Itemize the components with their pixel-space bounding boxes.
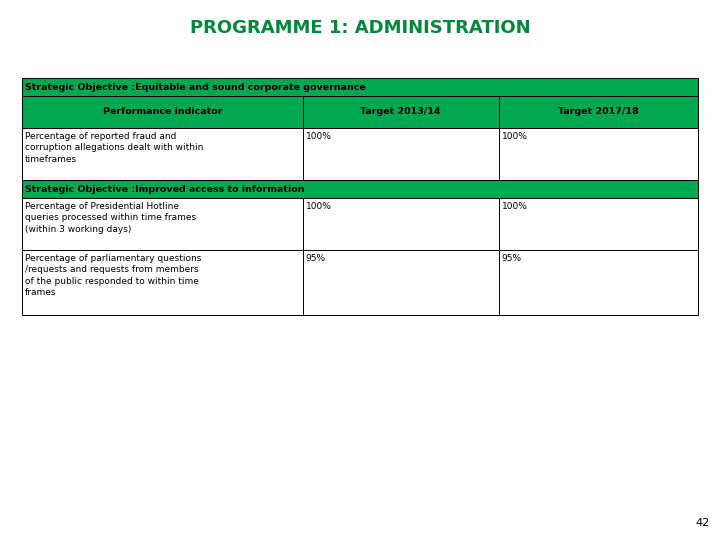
Bar [22,180,698,198]
Bar [22,96,302,128]
Text: Percentage of parliamentary questions
/requests and requests from members
of the: Percentage of parliamentary questions /r… [25,254,202,298]
Text: 100%: 100% [305,132,331,141]
Bar [302,128,498,180]
Bar [498,96,698,128]
Bar [22,198,302,250]
Text: 100%: 100% [502,132,528,141]
Bar [302,250,498,315]
Text: PROGRAMME 1: ADMINISTRATION: PROGRAMME 1: ADMINISTRATION [189,19,531,37]
Bar [22,250,302,315]
Text: 95%: 95% [502,254,522,263]
Bar [302,96,498,128]
Bar [22,78,698,96]
Bar [498,128,698,180]
Bar [302,198,498,250]
Text: 42: 42 [696,518,710,528]
Text: Target 2017/18: Target 2017/18 [558,107,639,117]
Text: 95%: 95% [305,254,325,263]
Bar [498,250,698,315]
Text: Target 2013/14: Target 2013/14 [360,107,441,117]
Bar [22,128,302,180]
Text: 100%: 100% [305,202,331,211]
Text: Percentage of Presidential Hotline
queries processed within time frames
(within : Percentage of Presidential Hotline queri… [25,202,196,234]
Text: Percentage of reported fraud and
corruption allegations dealt with within
timefr: Percentage of reported fraud and corrupt… [25,132,203,164]
Text: Strategic Objective :Improved access to information: Strategic Objective :Improved access to … [25,185,305,193]
Text: Performance indicator: Performance indicator [102,107,222,117]
Text: 100%: 100% [502,202,528,211]
Bar [498,198,698,250]
Text: Strategic Objective :Equitable and sound corporate governance: Strategic Objective :Equitable and sound… [25,83,366,91]
